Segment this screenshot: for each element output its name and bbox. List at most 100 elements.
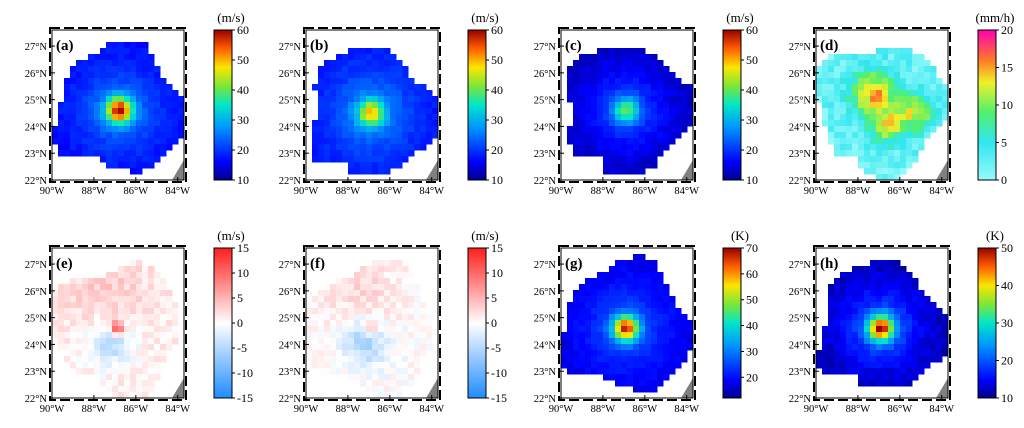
heatmap-cell [130,144,137,151]
heatmap-cell [627,356,634,363]
heatmap-cell [166,132,173,139]
heatmap-cell [142,392,149,399]
heatmap-cell [615,114,622,121]
heatmap-cell [414,344,421,351]
heatmap-cell [118,290,125,297]
heatmap-cell [312,356,319,363]
heatmap-cell [894,162,901,169]
heatmap-cell [603,84,610,91]
heatmap-cell [651,338,658,345]
heatmap-cell [621,338,628,345]
heatmap-cell [330,338,337,345]
heatmap-cell [130,368,137,375]
heatmap-cell [318,150,325,157]
heatmap-cell [627,96,634,103]
heatmap-cell [124,278,131,285]
heatmap-cell [840,344,847,351]
heatmap-cell [651,332,658,339]
heatmap-cell [609,162,616,169]
heatmap-cell [876,54,883,61]
heatmap-cell [408,284,415,291]
heatmap-cell [864,66,871,73]
heatmap-cell [70,302,77,309]
heatmap-cell [432,120,439,127]
heatmap-cell [669,114,676,121]
heatmap-cell [366,108,373,115]
heatmap-cell [312,144,319,151]
heatmap-cell [372,138,379,145]
heatmap-cell [106,362,113,369]
heatmap-cell [627,66,634,73]
heatmap-cell [834,126,841,133]
heatmap-cell [154,108,161,115]
heatmap-cell [378,162,385,169]
heatmap-cell [88,338,95,345]
heatmap-cell [888,132,895,139]
heatmap-cell [360,72,367,79]
y-tick-label: 23°N [534,367,557,378]
heatmap-cell [585,132,592,139]
heatmap-cell [118,132,125,139]
heatmap-cell [318,156,325,163]
heatmap-cell [136,90,143,97]
heatmap-cell [148,96,155,103]
heatmap-cell [136,78,143,85]
heatmap-cell [396,150,403,157]
heatmap-cell [372,296,379,303]
heatmap-cell [840,108,847,115]
heatmap-cell [615,284,622,291]
heatmap-cell [100,96,107,103]
heatmap-cell [402,90,409,97]
heatmap-cell [420,356,427,363]
heatmap-cell [663,138,670,145]
heatmap-cell [633,108,640,115]
heatmap-cell [142,48,149,55]
heatmap-cell [52,290,59,297]
heatmap-cell [912,314,919,321]
heatmap-cell [579,150,586,157]
colorbar-tick-label: 40 [237,83,249,97]
heatmap-cell [639,314,646,321]
heatmap-cell [597,126,604,133]
heatmap-cell [645,84,652,91]
heatmap-cell [942,102,949,109]
heatmap-cell [942,96,949,103]
heatmap-cell [567,350,574,357]
heatmap-cell [567,356,574,363]
heatmap-field [561,254,694,393]
heatmap-cell [645,290,652,297]
heatmap-cell [402,72,409,79]
heatmap-cell [378,284,385,291]
heatmap-cell [573,78,580,85]
heatmap-cell [834,350,841,357]
heatmap-cell [420,320,427,327]
colorbar-unit: (K) [731,228,749,243]
heatmap-cell [390,314,397,321]
heatmap-cell [154,156,161,163]
heatmap-cell [354,278,361,285]
heatmap-cell [906,90,913,97]
heatmap-cell [420,138,427,145]
heatmap-cell [172,320,179,327]
heatmap-cell [378,138,385,145]
heatmap-cell [663,368,670,375]
heatmap-cell [882,320,889,327]
heatmap-cell [396,120,403,127]
heatmap-cell [834,102,841,109]
heatmap-cell [888,326,895,333]
heatmap-cell [172,114,179,121]
heatmap-cell [603,344,610,351]
heatmap-cell [651,156,658,163]
y-tick-label: 22°N [534,176,557,187]
heatmap-cell [645,296,652,303]
heatmap-cell [336,150,343,157]
heatmap-cell [396,392,403,399]
heatmap-cell [834,308,841,315]
heatmap-cell [384,84,391,91]
heatmap-cell [930,126,937,133]
heatmap-cell [70,296,77,303]
heatmap-cell [930,320,937,327]
heatmap-cell [633,78,640,85]
heatmap-cell [88,132,95,139]
heatmap-cell [888,48,895,55]
